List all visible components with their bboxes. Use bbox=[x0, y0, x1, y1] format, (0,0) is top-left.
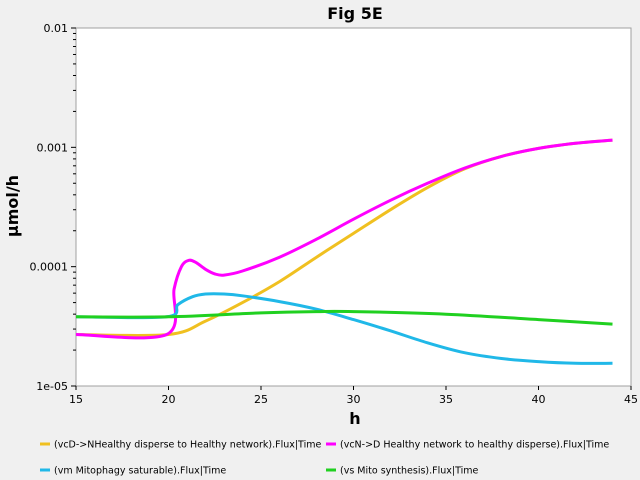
series-line-3 bbox=[75, 309, 613, 326]
legend-label-3: (vs Mito synthesis).Flux|Time bbox=[340, 466, 478, 477]
y-tick-label: 0.01 bbox=[44, 22, 69, 35]
x-tick-label: 25 bbox=[254, 393, 268, 406]
series-line-2 bbox=[75, 292, 613, 365]
legend: (vcD->NHealthy disperse to Healthy netwo… bbox=[40, 440, 609, 477]
x-tick-label: 45 bbox=[624, 393, 638, 406]
y-tick-label: 1e-05 bbox=[36, 380, 68, 393]
legend-label-1: (vcN->D Healthy network to healthy dispe… bbox=[340, 440, 609, 451]
x-tick-label: 30 bbox=[347, 393, 361, 406]
y-axis: 1e-05 0.0001 0.001 0.01 bbox=[30, 22, 76, 393]
series-lines bbox=[75, 138, 613, 365]
x-tick-label: 40 bbox=[532, 393, 546, 406]
plot-area bbox=[75, 27, 632, 387]
legend-label-0: (vcD->NHealthy disperse to Healthy netwo… bbox=[54, 440, 321, 451]
x-tick-label: 20 bbox=[162, 393, 176, 406]
y-axis-title: µmol/h bbox=[3, 175, 22, 237]
series-line-1 bbox=[75, 138, 613, 340]
x-tick-label: 35 bbox=[439, 393, 453, 406]
y-tick-label: 0.0001 bbox=[30, 261, 69, 274]
x-axis: 15 20 25 30 35 40 45 bbox=[69, 386, 638, 406]
y-tick-label: 0.001 bbox=[37, 141, 69, 154]
x-tick-label: 15 bbox=[69, 393, 83, 406]
legend-label-2: (vm Mitophagy saturable).Flux|Time bbox=[54, 466, 226, 477]
chart-title: Fig 5E bbox=[327, 4, 383, 23]
x-axis-title: h bbox=[349, 409, 360, 428]
